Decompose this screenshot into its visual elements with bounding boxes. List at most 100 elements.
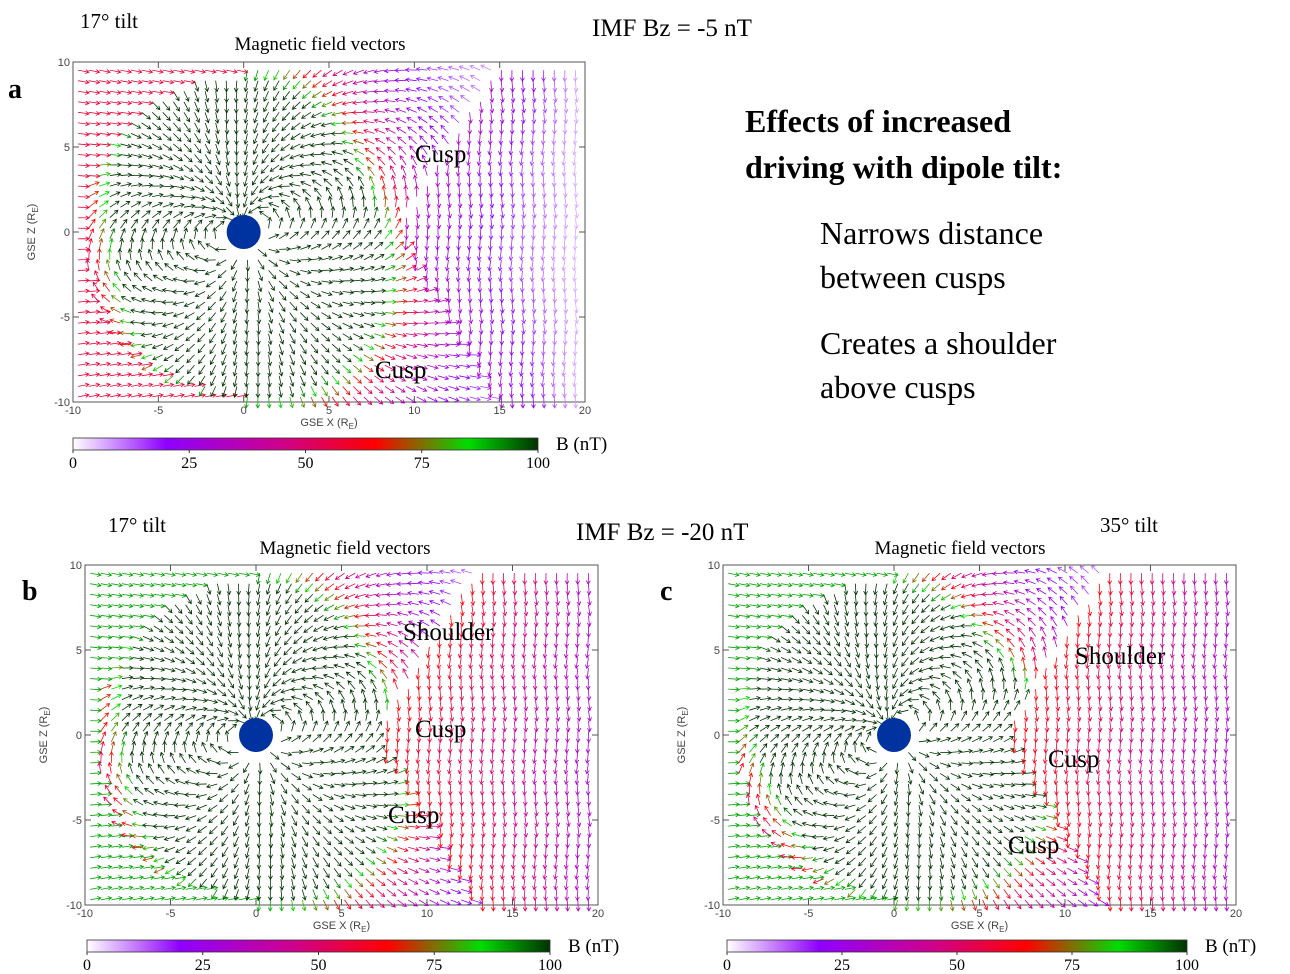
field-vector <box>384 241 394 250</box>
field-vector <box>489 312 495 325</box>
field-vector <box>132 896 145 901</box>
field-vector <box>293 197 301 208</box>
field-vector <box>498 375 503 388</box>
field-vector <box>120 69 133 74</box>
field-vector <box>468 196 473 209</box>
field-vector <box>429 125 439 134</box>
x-tick-label: -5 <box>153 405 163 417</box>
field-vector <box>173 175 185 181</box>
field-vector <box>380 175 386 187</box>
field-vector <box>225 154 230 167</box>
field-vector <box>110 731 117 742</box>
field-vector <box>78 361 90 367</box>
annotation: Cusp <box>1008 832 1059 859</box>
x-tick-label: -5 <box>804 908 814 920</box>
field-vector <box>232 375 238 388</box>
field-vector <box>540 270 546 283</box>
field-vector <box>78 121 90 127</box>
field-vector <box>508 154 514 167</box>
field-vector <box>363 396 373 406</box>
field-vector <box>215 154 221 166</box>
field-vector <box>424 238 430 251</box>
field-vector <box>427 106 439 113</box>
field-vector <box>130 143 143 149</box>
field-vector <box>78 340 90 346</box>
field-vector <box>310 365 318 376</box>
field-vector <box>447 207 452 219</box>
field-vector <box>395 386 406 393</box>
field-vector <box>551 280 557 293</box>
field-vector <box>288 173 301 179</box>
field-vector <box>321 101 333 108</box>
field-vector <box>120 121 133 127</box>
field-vector <box>508 164 514 177</box>
field-vector <box>440 124 449 134</box>
field-vector <box>130 218 139 229</box>
field-vector <box>143 694 155 701</box>
field-vector <box>434 270 440 283</box>
field-vector <box>164 375 174 384</box>
field-vector <box>99 100 111 106</box>
field-vector <box>395 117 407 124</box>
field-vector <box>78 278 90 283</box>
field-vector <box>342 343 353 352</box>
field-vector <box>531 80 537 93</box>
note-item: Narrows distance <box>820 215 1043 251</box>
field-vector <box>215 133 220 145</box>
field-vector <box>267 354 273 367</box>
field-vector <box>121 593 134 598</box>
field-vector <box>143 614 155 619</box>
field-vector <box>268 259 279 267</box>
field-vector <box>562 386 567 399</box>
field-vector <box>435 291 441 304</box>
y-tick-label: 0 <box>76 730 82 742</box>
field-vector <box>552 333 557 346</box>
field-vector <box>510 196 516 209</box>
field-vector <box>331 243 343 250</box>
field-vector <box>100 684 112 690</box>
field-vector <box>561 154 567 167</box>
field-vector <box>88 237 93 250</box>
field-vector <box>531 301 537 314</box>
field-vector <box>362 119 375 124</box>
field-vector <box>300 230 310 240</box>
field-vector <box>499 291 505 304</box>
field-vector <box>90 582 102 588</box>
field-vector <box>426 76 438 82</box>
field-vector <box>120 133 132 139</box>
field-vector <box>88 218 96 229</box>
field-vector <box>130 210 140 219</box>
field-vector <box>320 122 333 128</box>
field-vector <box>130 191 143 198</box>
y-tick-label: -10 <box>54 397 70 409</box>
field-vector <box>384 354 396 360</box>
field-vector <box>121 821 133 827</box>
field-vector <box>261 154 269 164</box>
field-vector <box>509 122 515 135</box>
field-vector <box>384 276 397 282</box>
field-vector <box>531 312 537 325</box>
field-vector <box>179 237 185 250</box>
field-vector <box>530 175 536 188</box>
field-vector <box>78 205 90 210</box>
field-vector <box>551 386 557 399</box>
field-vector <box>183 266 195 271</box>
field-vector <box>121 712 131 722</box>
field-vector <box>519 386 525 399</box>
field-vector <box>374 229 382 240</box>
field-vector <box>152 192 164 198</box>
field-vector <box>310 256 323 262</box>
field-vector <box>563 217 569 230</box>
field-vector <box>99 142 112 148</box>
field-vector <box>244 354 249 367</box>
earth <box>226 215 261 249</box>
field-vector <box>437 353 450 359</box>
field-vector <box>234 154 240 167</box>
field-vector <box>99 171 111 177</box>
field-vector <box>100 864 113 870</box>
field-vector <box>256 312 262 325</box>
field-vector <box>244 280 250 293</box>
field-vector <box>164 263 174 271</box>
field-vector <box>415 67 428 72</box>
field-vector <box>330 131 343 136</box>
